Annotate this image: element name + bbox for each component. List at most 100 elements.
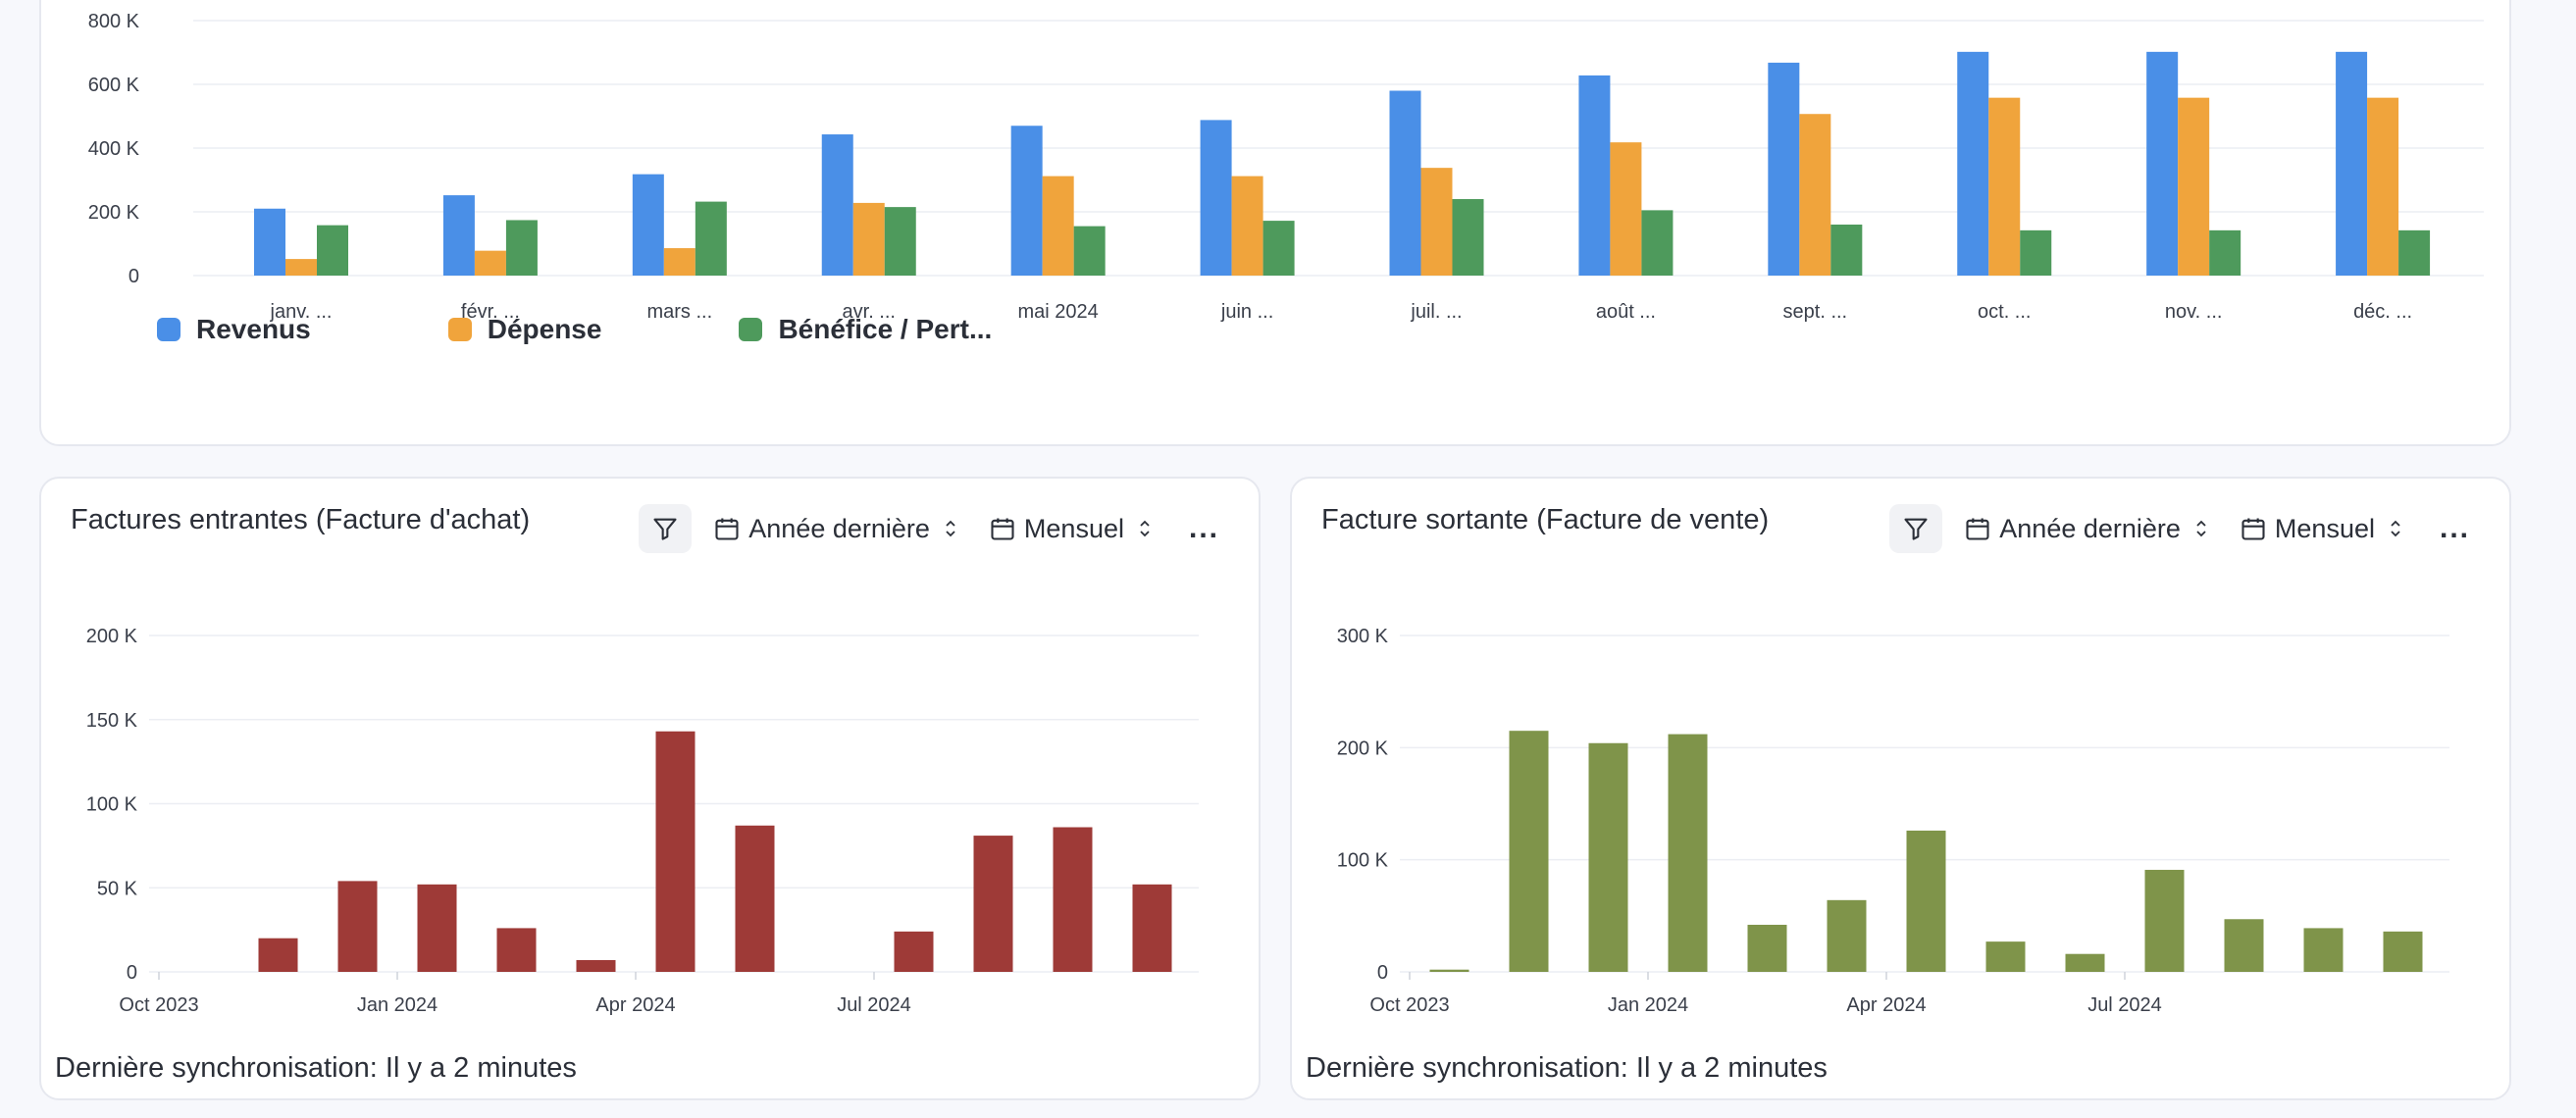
x-tick-label: Jan 2024: [1608, 994, 1688, 1016]
bar: [417, 884, 457, 972]
x-tick-label: mai 2024: [1018, 301, 1099, 323]
y-tick-label: 600 K: [88, 75, 140, 96]
legend-swatch-revenus: [157, 318, 180, 341]
last-sync-text: Dernière synchronisation: Il y a 2 minut…: [55, 1052, 577, 1084]
bar: [655, 731, 696, 972]
bar: [1768, 62, 1800, 277]
incoming-invoices-chart: 0 50 K 100 K 150 K 200 K Oct 2023 Jan 2024 Apr …: [86, 626, 1199, 1016]
bar: [496, 928, 537, 972]
calendar-icon: [2241, 518, 2265, 540]
more-options-button[interactable]: ...: [2439, 512, 2470, 544]
outgoing-invoices-chart: 0 100 K 200 K 300 K Oct 2023 Jan 2024 Apr 2024…: [1337, 626, 2449, 1016]
x-tick-label: Apr 2024: [595, 994, 675, 1016]
bar: [2336, 51, 2368, 276]
overview-legend: Revenus Dépense Bénéfice / Pert...: [157, 314, 1129, 345]
x-tick-label: avr. ...: [843, 301, 896, 323]
y-tick-label: 200 K: [86, 626, 138, 647]
y-tick-label: 100 K: [86, 794, 138, 816]
card-title: Factures entrantes (Facture d'achat): [71, 504, 531, 535]
bar: [576, 959, 616, 972]
x-tick-label: nov. ...: [2165, 301, 2223, 323]
bar: [1747, 924, 1787, 972]
chevron-updown-icon: [2196, 520, 2206, 537]
bar: [1073, 226, 1106, 276]
calendar-icon: [1966, 518, 1989, 540]
chevron-updown-icon: [946, 520, 955, 537]
y-tick-label: 50 K: [97, 878, 138, 899]
bar: [695, 201, 727, 276]
bar: [442, 195, 475, 276]
bar: [1231, 176, 1263, 276]
period-select-value: Année dernière: [1999, 513, 2181, 543]
card-title: Facture sortante (Facture de vente): [1321, 504, 1770, 535]
bar: [632, 174, 664, 276]
legend-item-revenus[interactable]: Revenus: [157, 314, 311, 345]
x-tick-label: déc. ...: [2353, 301, 2412, 323]
interval-select[interactable]: Mensuel: [2240, 514, 2402, 544]
y-tick-label: 300 K: [1337, 626, 1389, 647]
bar: [258, 938, 298, 972]
bar: [337, 881, 378, 972]
period-select-value: Année dernière: [748, 513, 930, 543]
legend-item-depense[interactable]: Dépense: [447, 314, 601, 345]
bar: [1957, 51, 1989, 276]
incoming-invoices-card: 0 50 K 100 K 150 K 200 K Oct 2023 Jan 2024 Apr …: [39, 477, 1261, 1100]
bar: [1132, 884, 1172, 972]
overview-chart: 0 200 K 400 K 600 K 800 K janv. ... févr. ... m…: [88, 11, 2484, 323]
bar: [1668, 734, 1708, 972]
bar: [1452, 199, 1484, 276]
bar: [2144, 869, 2185, 972]
interval-select[interactable]: Mensuel: [989, 514, 1152, 544]
y-tick-label: 0: [129, 266, 139, 287]
y-tick-label: 800 K: [88, 11, 140, 32]
bar: [285, 259, 317, 276]
last-sync-text: Dernière synchronisation: Il y a 2 minut…: [1306, 1052, 1828, 1084]
x-tick-label: janv. ...: [270, 301, 333, 323]
filter-button[interactable]: [639, 504, 693, 553]
bar: [2065, 953, 2105, 972]
x-tick-label: Jul 2024: [2087, 994, 2162, 1016]
bar: [1578, 75, 1611, 277]
bar: [2303, 928, 2344, 972]
bar: [1985, 941, 2026, 972]
x-tick-label: Jan 2024: [357, 994, 438, 1016]
bar: [317, 225, 348, 276]
interval-select-value: Mensuel: [2274, 513, 2375, 543]
legend-label: Bénéfice / Pert...: [778, 314, 993, 344]
period-select[interactable]: Année dernière: [713, 514, 957, 544]
legend-item-benefice[interactable]: Bénéfice / Pert...: [739, 314, 992, 345]
x-tick-label: juin ...: [1220, 301, 1273, 323]
bar: [254, 208, 285, 276]
x-tick-label: août ...: [1596, 301, 1656, 323]
bar: [1042, 176, 1074, 276]
filter-icon: [1904, 518, 1928, 540]
overview-chart-card: 0 200 K 400 K 600 K 800 K janv. ... févr. ... m…: [39, 0, 2511, 446]
legend-swatch-depense: [447, 318, 472, 341]
period-select[interactable]: Année dernière: [1964, 514, 2208, 544]
bar: [2209, 229, 2241, 276]
bar: [1641, 210, 1674, 276]
chevron-updown-icon: [2391, 520, 2400, 537]
filter-button[interactable]: [1889, 504, 1943, 553]
y-tick-label: 0: [1377, 962, 1388, 984]
y-tick-label: 200 K: [88, 202, 140, 224]
outgoing-invoices-card: 0 100 K 200 K 300 K Oct 2023 Jan 2024 Apr 2024…: [1290, 477, 2511, 1100]
widget-toolbar: Année dernière Mensuel ...: [1889, 504, 2476, 553]
x-tick-label: juil. ...: [1410, 301, 1462, 323]
bar: [973, 836, 1013, 972]
bar: [2146, 51, 2179, 276]
bar: [2367, 97, 2399, 277]
bar: [1830, 225, 1863, 276]
chevron-updown-icon: [1140, 520, 1150, 537]
bar: [474, 250, 506, 276]
bar: [663, 248, 696, 276]
more-options-button[interactable]: ...: [1188, 512, 1219, 544]
calendar-icon: [715, 518, 739, 540]
x-tick-label: févr. ...: [461, 301, 520, 323]
bar: [821, 134, 853, 276]
legend-swatch-benefice: [739, 318, 763, 341]
y-tick-label: 150 K: [86, 710, 138, 732]
calendar-icon: [991, 518, 1014, 540]
bar: [1389, 90, 1421, 276]
bar: [884, 207, 916, 276]
